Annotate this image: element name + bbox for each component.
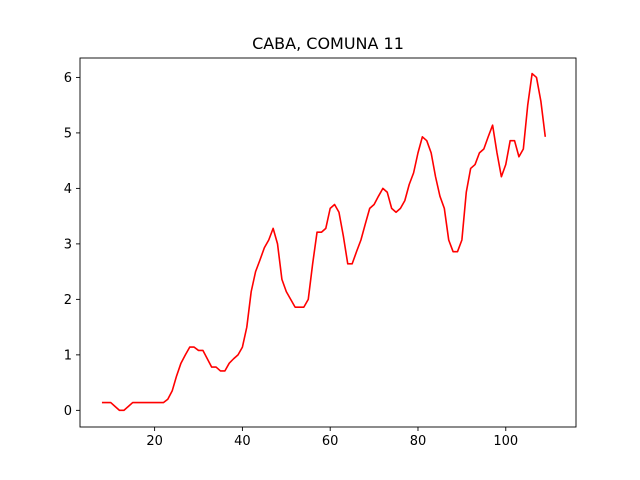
y-tick-label: 3 bbox=[64, 237, 72, 252]
y-tick-label: 6 bbox=[64, 71, 72, 86]
x-tick-label: 20 bbox=[146, 434, 163, 449]
y-tick-label: 4 bbox=[64, 182, 72, 197]
y-tick-label: 2 bbox=[64, 293, 72, 308]
x-tick-label: 60 bbox=[322, 434, 339, 449]
y-tick-label: 0 bbox=[64, 404, 72, 419]
y-tick-label: 1 bbox=[64, 348, 72, 363]
chart-title: CABA, COMUNA 11 bbox=[252, 34, 404, 53]
x-tick-label: 100 bbox=[493, 434, 518, 449]
x-tick-label: 40 bbox=[234, 434, 251, 449]
axes: 20 40 60 80 100 0 1 2 3 4 5 6 bbox=[64, 57, 577, 449]
axes-frame bbox=[79, 57, 577, 428]
plot-area bbox=[101, 72, 547, 412]
series-line bbox=[101, 72, 547, 412]
y-tick-label: 5 bbox=[64, 126, 72, 141]
x-tick-label: 80 bbox=[410, 434, 427, 449]
